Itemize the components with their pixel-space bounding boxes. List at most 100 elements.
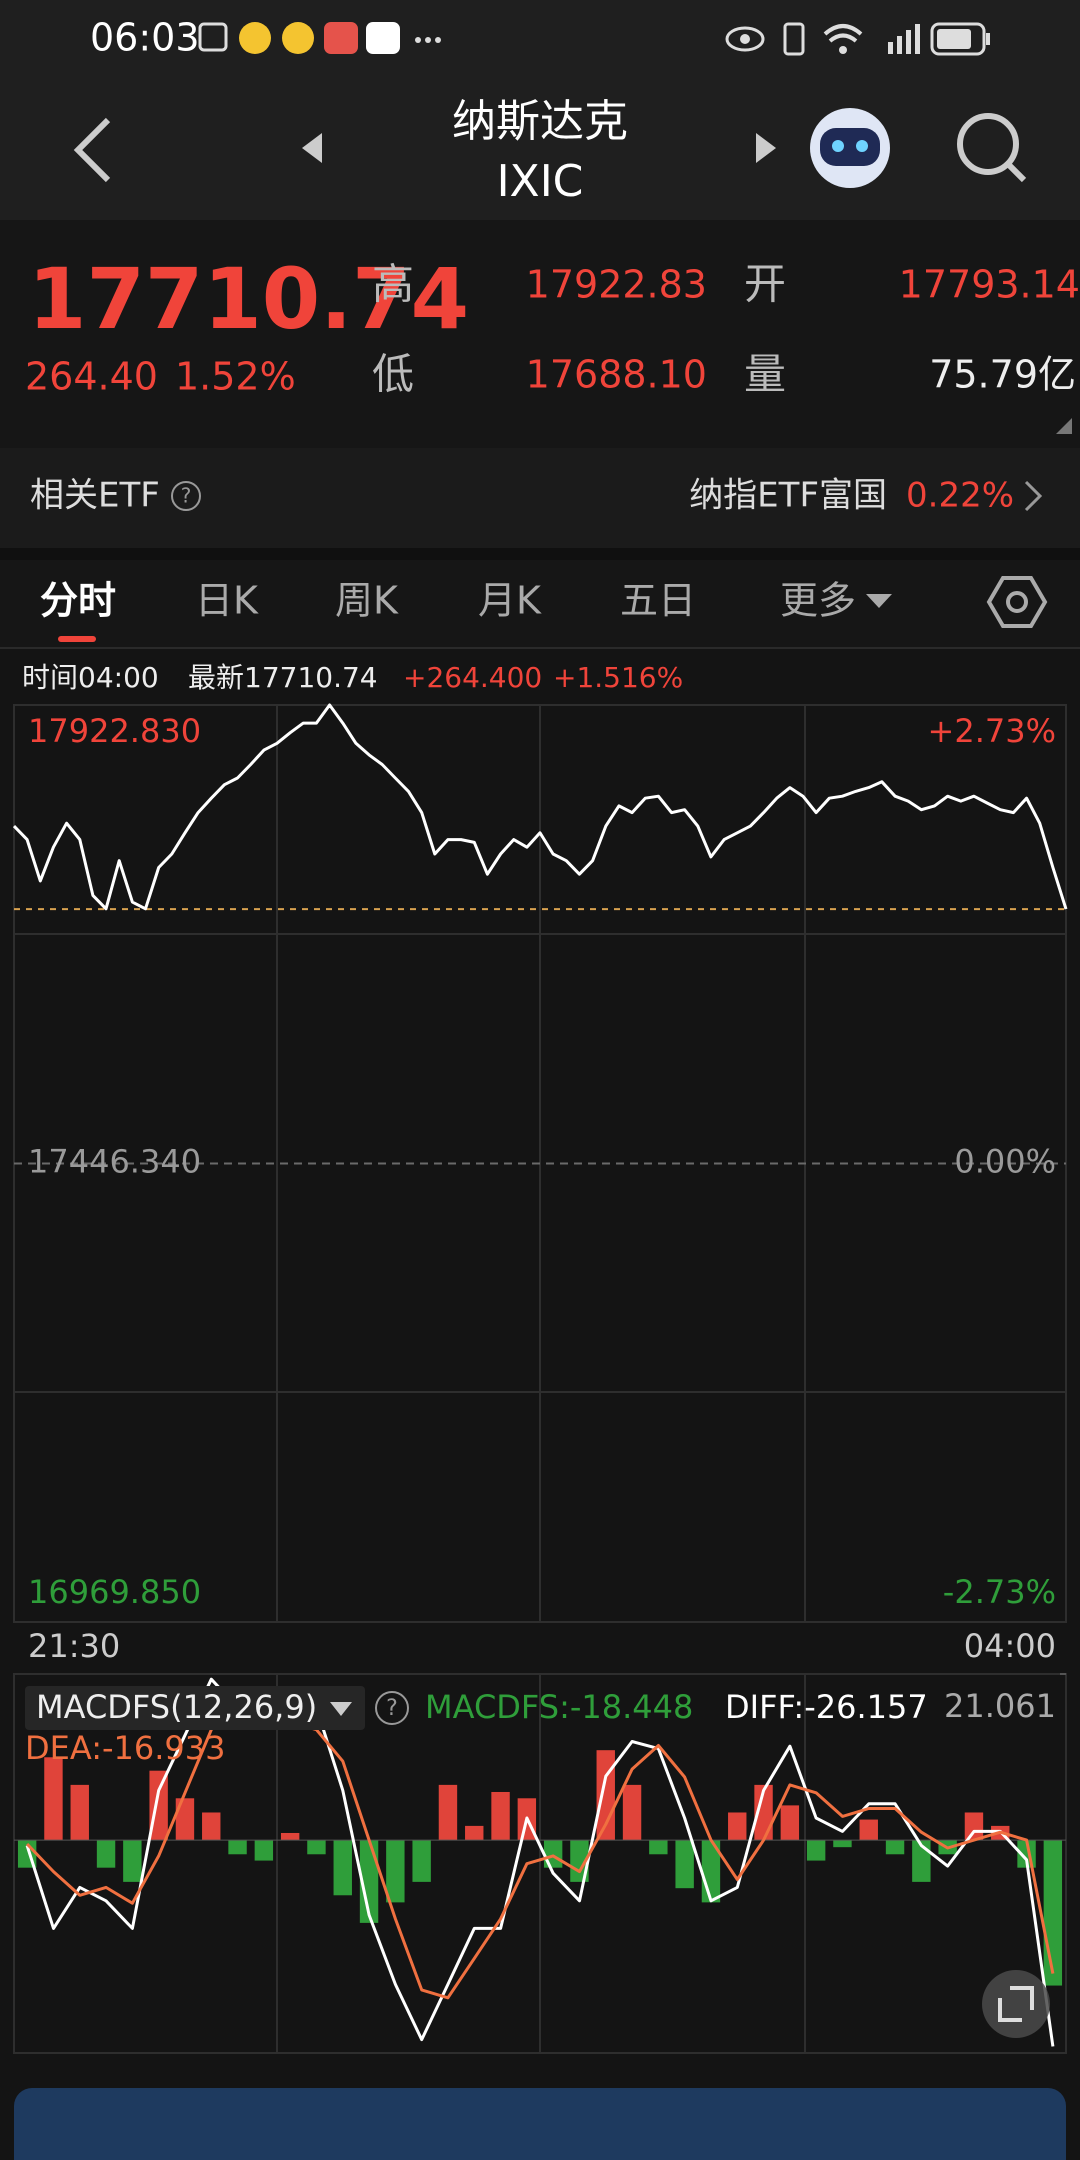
macd-bar — [333, 1840, 352, 1896]
etf-label: 相关ETF — [30, 476, 160, 516]
tab[interactable]: 周K — [335, 579, 399, 623]
y-tick-label: 17922.830 — [28, 712, 201, 750]
macd-bar — [754, 1784, 773, 1841]
macd-layer: 21.061 — [14, 1673, 1066, 2047]
macd-bar — [964, 1812, 984, 1841]
macd-bar — [1043, 1840, 1063, 1986]
fullscreen-icon — [998, 1986, 1034, 2022]
robot-face — [820, 128, 880, 166]
help-icon[interactable] — [375, 1691, 409, 1725]
macd-bar — [386, 1840, 405, 1903]
low-label: 低 — [372, 350, 414, 399]
macd-bar — [570, 1840, 589, 1882]
eye-icon — [740, 34, 750, 44]
fullscreen-button[interactable] — [982, 1970, 1050, 2038]
search-icon — [957, 113, 1019, 175]
status-time: 06:03 — [90, 16, 200, 60]
etf-chevron[interactable] — [1024, 480, 1043, 512]
promo-banner[interactable] — [14, 2088, 1066, 2160]
legend-series: DIFF:-26.157 — [725, 1688, 928, 1726]
quote-change: 264.40 — [25, 355, 158, 399]
settings-button[interactable] — [986, 576, 1048, 628]
quote-price: 17710.74 — [28, 250, 469, 348]
search-button[interactable] — [957, 113, 1027, 183]
battery-tip — [986, 33, 990, 45]
assistant-button[interactable] — [810, 108, 890, 188]
macd-grid — [13, 1673, 1067, 2054]
y2-tick-label: 0.00% — [954, 1143, 1056, 1181]
macd-bar — [202, 1812, 221, 1841]
tab[interactable]: 月K — [478, 579, 542, 623]
divider — [0, 548, 1080, 560]
etf-name[interactable]: 纳指ETF富国 — [689, 476, 887, 516]
info-change-pct: +1.516% — [553, 661, 683, 694]
macd-bar — [833, 1840, 852, 1848]
macd-bar — [175, 1798, 195, 1841]
high-value: 17922.83 — [526, 263, 707, 307]
y-tick-label: 17446.340 — [28, 1143, 201, 1181]
page-subtitle: IXIC — [497, 156, 584, 207]
macd-bar — [675, 1840, 694, 1889]
macd-bar — [307, 1840, 326, 1855]
next-button[interactable] — [756, 133, 776, 163]
tab[interactable]: 更多 — [780, 579, 856, 623]
info-change: +264.400 — [403, 661, 542, 694]
etf-change: 0.22% — [906, 476, 1014, 516]
macd-bar — [280, 1832, 300, 1841]
indicator-selector[interactable] — [25, 1686, 365, 1730]
prev-button[interactable] — [302, 133, 322, 163]
macd-bar — [228, 1840, 247, 1855]
settings-icon — [986, 576, 1048, 628]
page-title: 纳斯达克 — [452, 96, 628, 147]
dot — [415, 37, 421, 43]
macd-bar — [96, 1840, 116, 1868]
help-icon-mark: ? — [386, 1696, 398, 1721]
y-tick-label: 16969.850 — [28, 1573, 201, 1611]
signal-icon — [888, 42, 893, 54]
help-icon[interactable] — [171, 481, 201, 511]
y2-tick-label: -2.73% — [943, 1573, 1056, 1611]
macd-line — [26, 1696, 1055, 2000]
macd-bar — [780, 1805, 800, 1841]
high-label: 高 — [372, 260, 414, 309]
back-button[interactable] — [73, 117, 111, 183]
app-icon — [239, 22, 271, 54]
wifi-icon — [839, 46, 847, 54]
macd-bar — [622, 1784, 642, 1841]
x-label: 04:00 — [964, 1627, 1056, 1665]
info-latest: 最新17710.74 — [188, 661, 378, 694]
macd-bar — [543, 1840, 563, 1868]
open-value: 17793.14 — [899, 263, 1080, 307]
tab[interactable]: 日K — [195, 579, 259, 623]
expand-corner[interactable] — [1056, 418, 1072, 434]
y-tick-label: 21.061 — [944, 1687, 1056, 1725]
app-icon — [324, 22, 358, 54]
tabs: 分时 日K 周K 月K 五日 更多 — [40, 579, 856, 623]
macd-bar — [465, 1825, 484, 1841]
x-label: 21:30 — [28, 1627, 120, 1665]
volume-label: 量 — [744, 350, 786, 399]
battery-icon — [930, 22, 986, 56]
open-label: 开 — [744, 260, 786, 309]
tab[interactable]: 五日 — [620, 579, 696, 623]
help-icon-mark: ? — [181, 484, 192, 508]
search-icon — [1005, 161, 1027, 183]
info-time: 时间04:00 — [22, 661, 159, 694]
macd-bar — [649, 1840, 668, 1855]
indicator-arrow[interactable] — [330, 1702, 352, 1716]
signal-icon — [897, 36, 902, 54]
vibrate-icon — [783, 22, 805, 56]
dot — [435, 37, 441, 43]
more-arrow[interactable] — [866, 594, 892, 608]
tab[interactable]: 分时 — [40, 579, 116, 623]
macd-bar — [859, 1819, 878, 1841]
status-icons — [198, 22, 990, 56]
etf-bg — [0, 448, 1080, 548]
macd-bar — [254, 1840, 274, 1861]
wifi-icon — [823, 24, 863, 43]
eye-icon — [725, 26, 765, 52]
macd-bar — [806, 1840, 826, 1861]
legend-histogram: MACDFS:-18.448 — [425, 1688, 693, 1726]
robot-eye — [832, 140, 844, 152]
